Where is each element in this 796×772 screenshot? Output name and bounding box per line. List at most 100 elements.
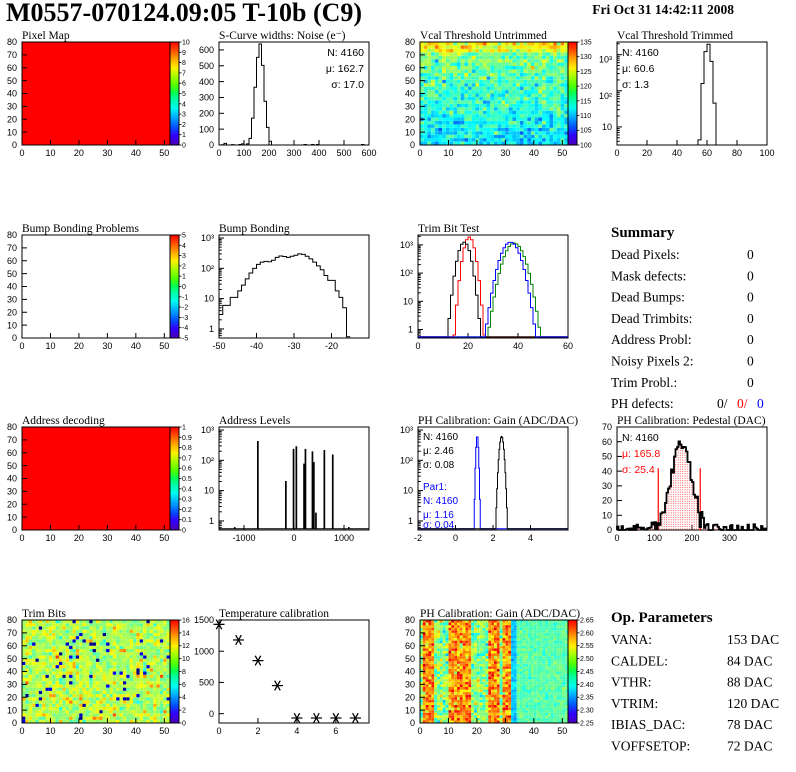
svg-text:30: 30 [7,679,17,689]
svg-text:1: 1 [182,273,186,280]
svg-text:20: 20 [74,148,84,158]
svg-text:10: 10 [204,485,214,495]
svg-text:PH Calibration: Gain (ADC/DAC): PH Calibration: Gain (ADC/DAC) [420,608,580,620]
svg-text:14: 14 [182,630,190,637]
svg-text:Address Levels: Address Levels [219,415,291,427]
svg-text:10³: 10³ [201,233,214,243]
svg-text:N: 4160: N: 4160 [327,47,364,59]
svg-text:80: 80 [732,148,742,158]
svg-text:0: 0 [182,720,186,727]
svg-text:0: 0 [19,341,24,351]
svg-text:70: 70 [602,422,612,432]
svg-text:30: 30 [102,533,112,543]
svg-text:80: 80 [405,37,415,47]
svg-text:60: 60 [702,148,712,158]
svg-text:-2: -2 [182,304,188,311]
svg-text:N: 4160: N: 4160 [622,432,659,444]
svg-text:50: 50 [405,76,415,86]
svg-text:100: 100 [199,124,214,134]
svg-text:10: 10 [45,533,55,543]
svg-text:σ: 25.4: σ: 25.4 [622,464,655,476]
svg-text:30: 30 [102,341,112,351]
svg-text:0: 0 [12,333,17,343]
svg-text:1000: 1000 [194,646,214,656]
svg-text:N: 4160: N: 4160 [622,47,659,59]
svg-text:20: 20 [7,692,17,702]
svg-text:2: 2 [182,707,186,714]
svg-text:1: 1 [408,516,413,526]
svg-text:3: 3 [182,111,186,118]
svg-text:50: 50 [7,653,17,663]
svg-text:0: 0 [12,718,17,728]
svg-text:10: 10 [7,127,17,137]
svg-text:σ: 0.04: σ: 0.04 [423,520,455,531]
svg-text:200: 200 [684,533,699,543]
svg-text:0.5: 0.5 [182,476,192,483]
svg-text:80: 80 [7,615,17,625]
svg-text:9: 9 [182,50,186,57]
svg-text:40: 40 [7,281,17,291]
svg-text:-40: -40 [250,341,263,351]
svg-text:110: 110 [580,113,591,120]
svg-text:PH Calibration: Gain (ADC/DAC): PH Calibration: Gain (ADC/DAC) [418,415,578,427]
svg-text:1000: 1000 [334,533,354,543]
svg-text:10²: 10² [400,268,413,278]
svg-text:Trim Probl.:: Trim Probl.: [611,374,677,389]
svg-text:60: 60 [602,437,612,447]
svg-text:50: 50 [7,76,17,86]
svg-text:4: 4 [528,533,533,543]
svg-text:4: 4 [182,101,186,108]
svg-text:4: 4 [182,242,186,249]
svg-text:8: 8 [182,60,186,67]
svg-text:10: 10 [7,512,17,522]
svg-text:0: 0 [182,527,186,534]
svg-text:300: 300 [199,93,214,103]
svg-text:30: 30 [7,294,17,304]
svg-text:Dead Pixels:: Dead Pixels: [611,247,680,262]
svg-text:30: 30 [405,101,415,111]
svg-text:Mask defects:: Mask defects: [611,268,686,283]
svg-text:N: 4160: N: 4160 [423,432,458,443]
svg-text:0: 0 [291,533,296,543]
svg-text:30: 30 [7,101,17,111]
svg-text:0.6: 0.6 [182,465,192,472]
svg-text:0: 0 [19,726,24,736]
svg-text:100: 100 [236,148,251,158]
svg-text:60: 60 [405,63,415,73]
svg-text:10: 10 [405,127,415,137]
svg-text:Bump Bonding: Bump Bonding [219,223,290,235]
svg-text:40: 40 [7,473,17,483]
svg-text:50: 50 [7,268,17,278]
svg-text:200: 200 [261,148,276,158]
svg-text:40: 40 [672,148,682,158]
svg-text:1: 1 [182,424,186,431]
svg-text:40: 40 [602,466,612,476]
svg-text:10: 10 [204,293,214,303]
svg-text:μ: 60.6: μ: 60.6 [622,63,654,75]
svg-text:-30: -30 [287,341,300,351]
svg-text:10: 10 [45,148,55,158]
svg-text:1: 1 [182,132,186,139]
svg-text:-2: -2 [414,533,422,543]
svg-text:Pixel Map: Pixel Map [22,30,70,42]
svg-text:Dead Bumps:: Dead Bumps: [611,289,685,304]
svg-text:10: 10 [182,656,190,663]
svg-text:10²: 10² [201,263,214,273]
svg-text:0: 0 [747,289,754,304]
svg-text:20: 20 [642,148,652,158]
svg-text:0: 0 [614,148,619,158]
svg-text:0.1: 0.1 [182,517,192,524]
svg-text:1: 1 [408,324,413,334]
svg-text:10: 10 [7,320,17,330]
svg-text:600: 600 [361,148,376,158]
svg-text:40: 40 [131,341,141,351]
svg-text:6: 6 [182,81,186,88]
svg-text:20: 20 [7,499,17,509]
svg-text:0: 0 [216,148,221,158]
svg-text:50: 50 [602,451,612,461]
svg-text:0: 0 [410,140,415,150]
svg-text:200: 200 [199,108,214,118]
svg-text:0.9: 0.9 [182,434,192,441]
svg-text:20: 20 [463,341,473,351]
svg-text:20: 20 [7,307,17,317]
